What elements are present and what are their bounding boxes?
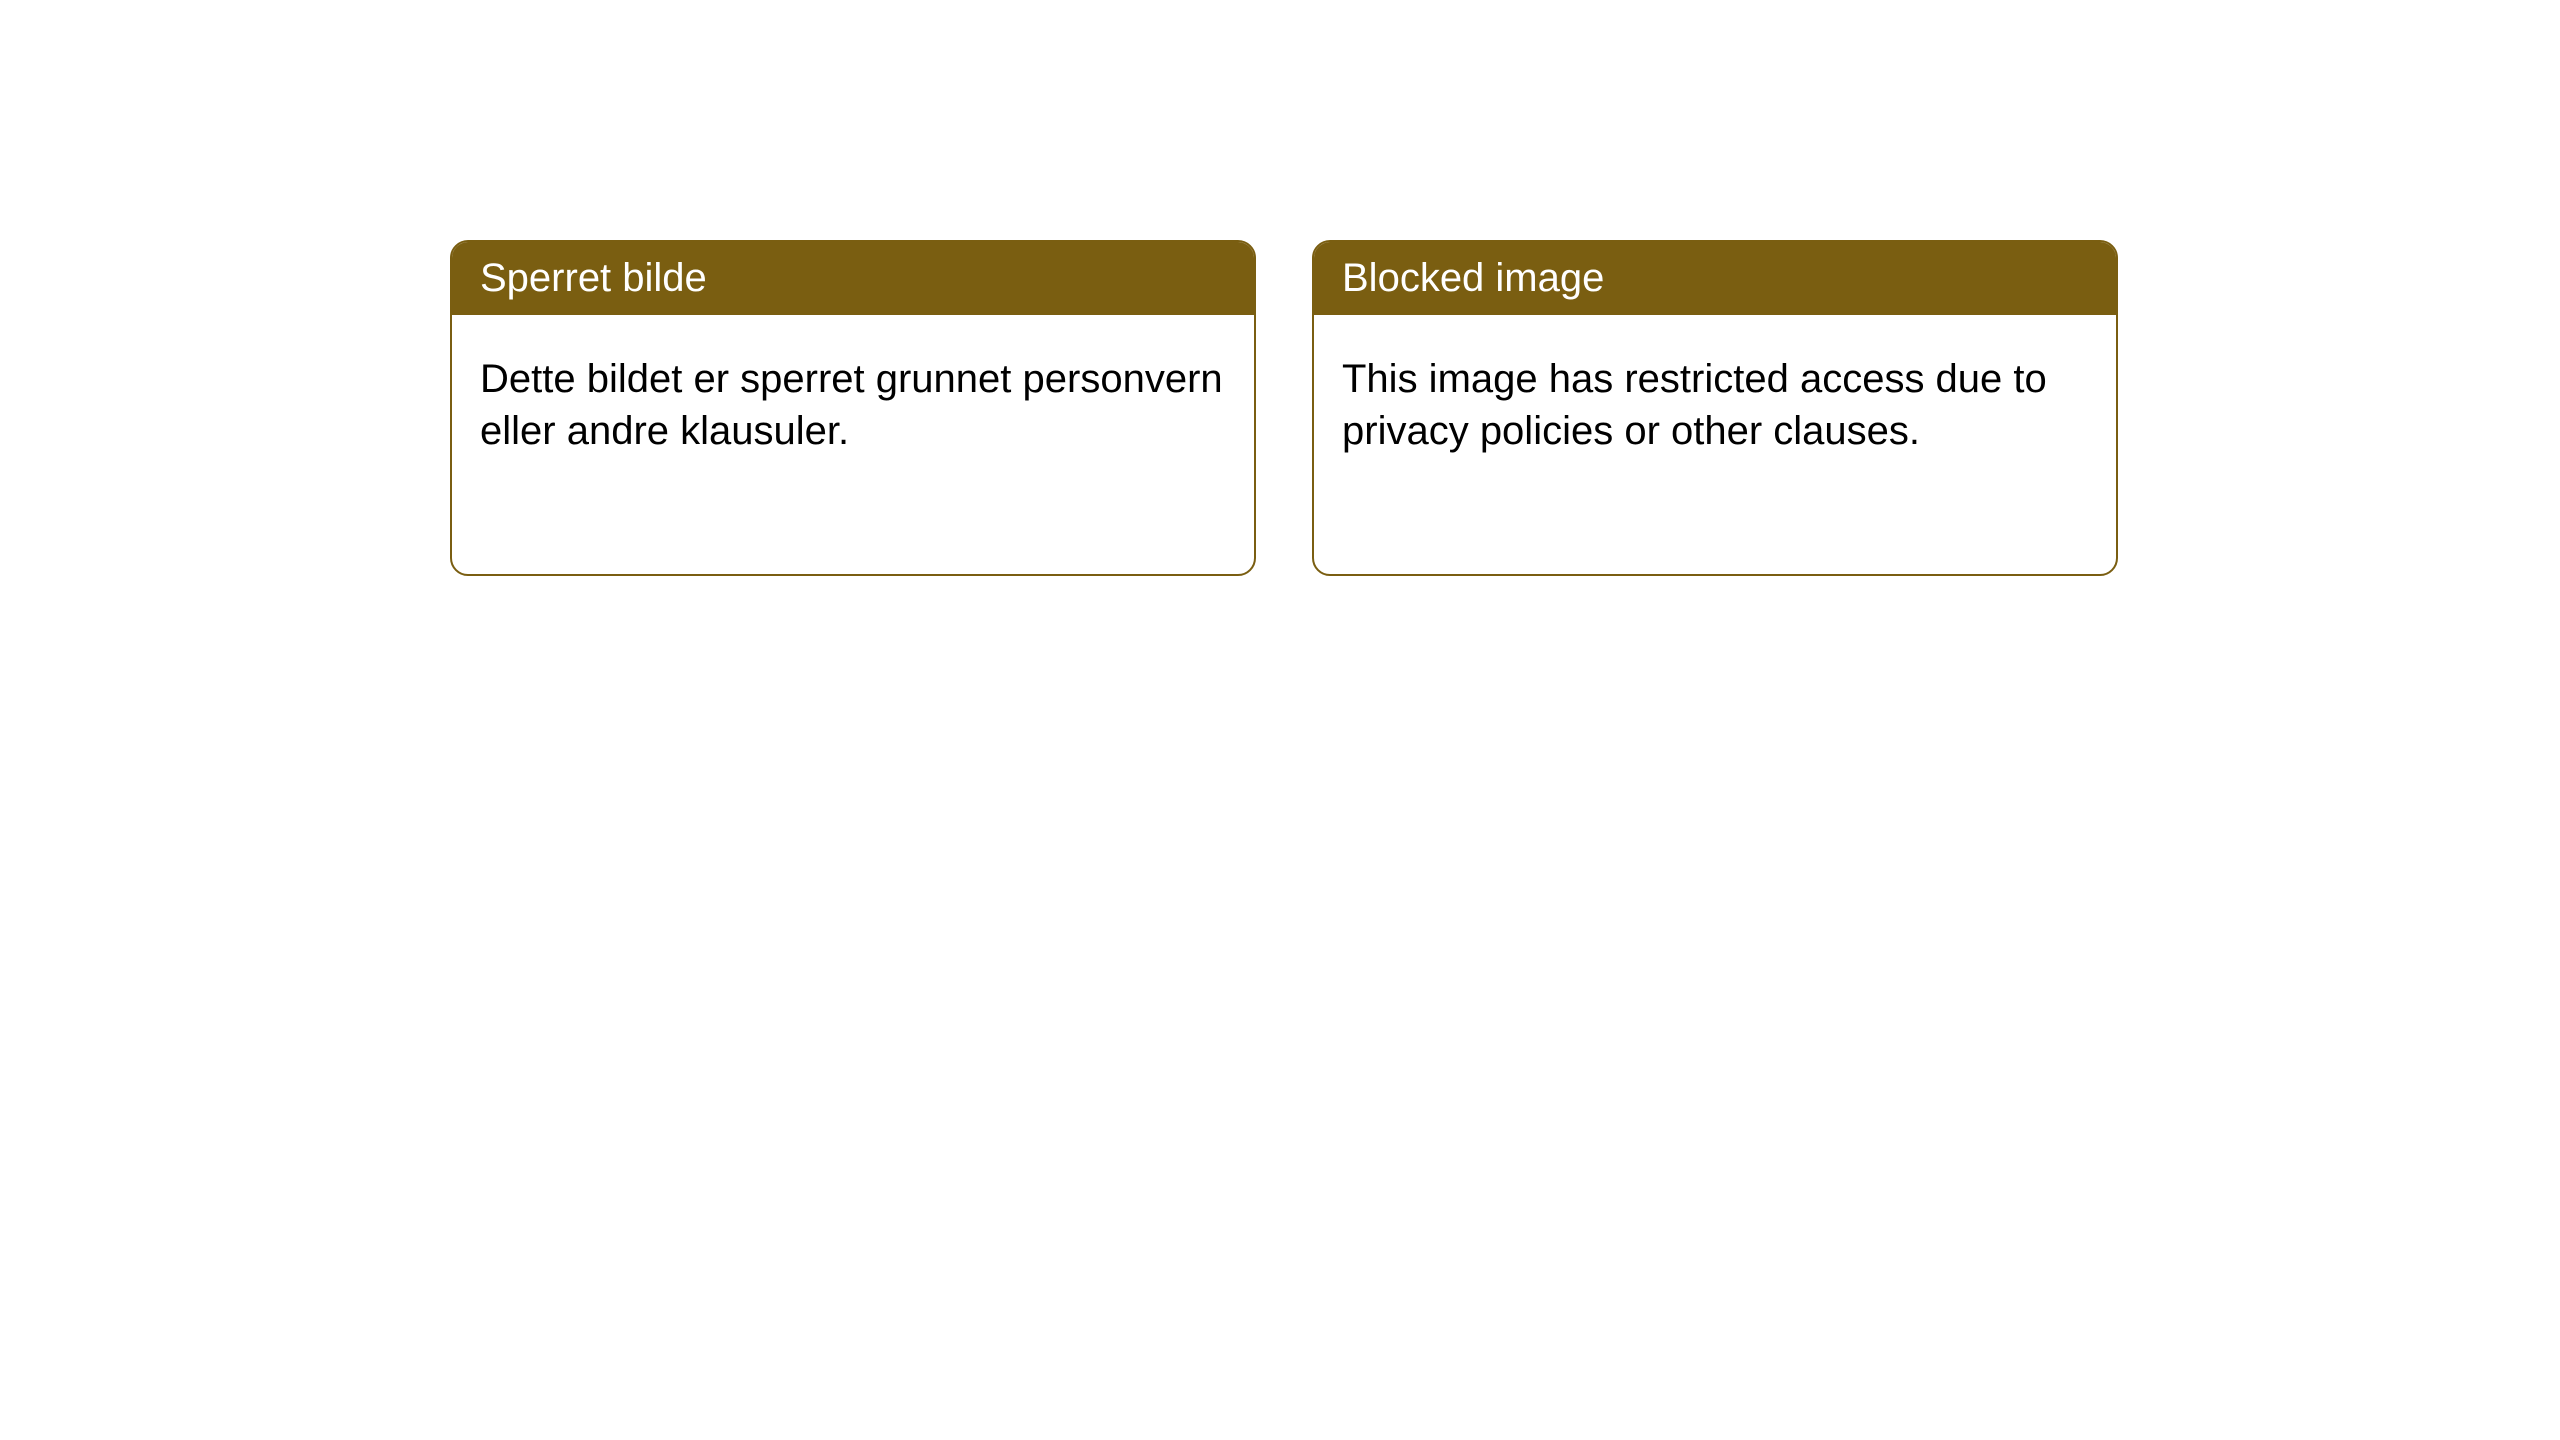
notice-title-norwegian: Sperret bilde — [452, 242, 1254, 315]
notice-container: Sperret bilde Dette bildet er sperret gr… — [0, 0, 2560, 576]
notice-body-norwegian: Dette bildet er sperret grunnet personve… — [452, 315, 1254, 495]
notice-title-english: Blocked image — [1314, 242, 2116, 315]
notice-card-english: Blocked image This image has restricted … — [1312, 240, 2118, 576]
notice-body-english: This image has restricted access due to … — [1314, 315, 2116, 495]
notice-card-norwegian: Sperret bilde Dette bildet er sperret gr… — [450, 240, 1256, 576]
